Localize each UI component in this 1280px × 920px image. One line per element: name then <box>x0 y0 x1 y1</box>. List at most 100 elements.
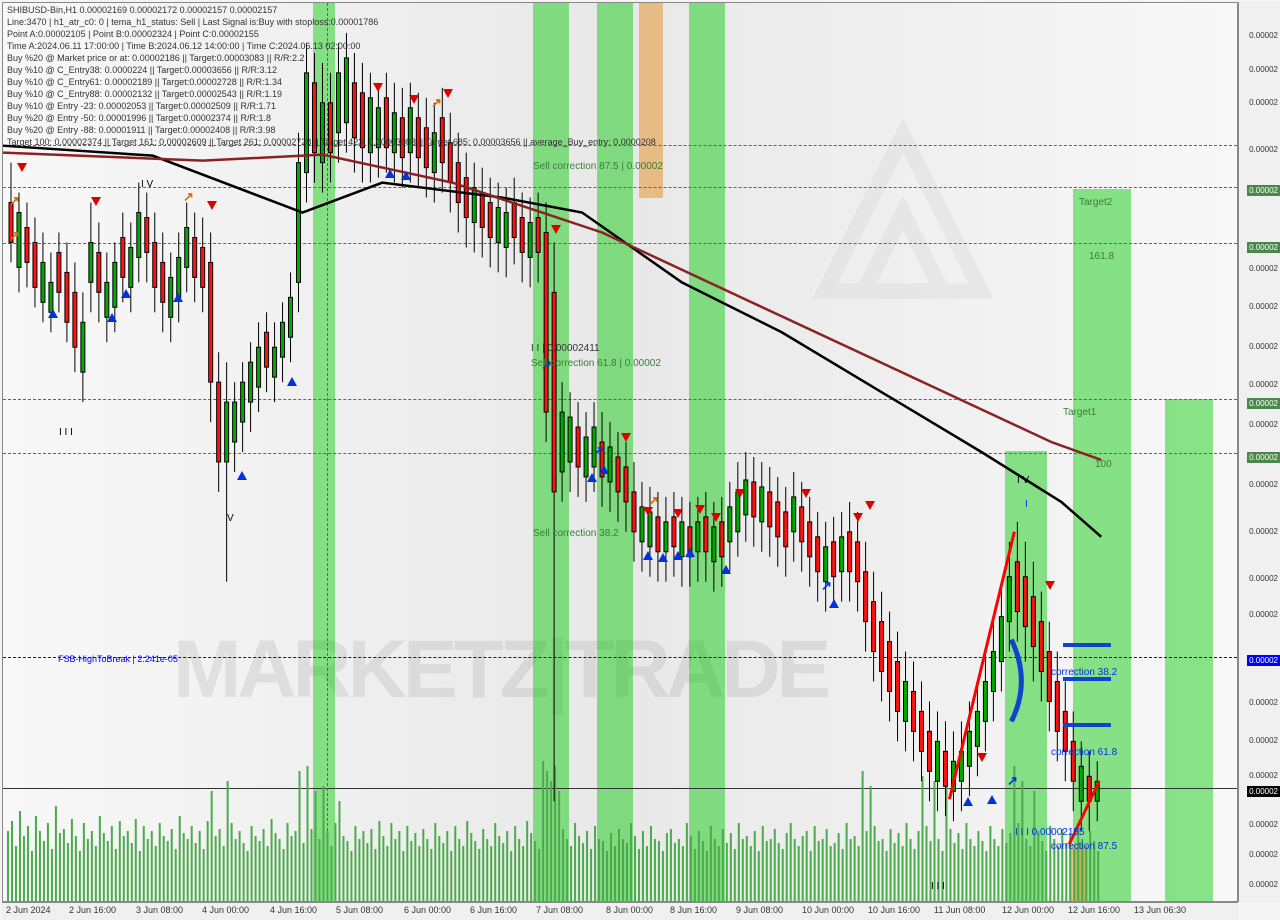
arrow-down-icon <box>443 89 453 98</box>
y-axis-label: 0.00002 <box>1249 698 1278 707</box>
arrow-down-icon <box>409 95 419 104</box>
chart-annotation: V <box>227 513 234 524</box>
x-axis-label: 11 Jun 08:00 <box>934 905 985 915</box>
arrow-up-icon <box>173 293 183 302</box>
x-axis-label: 2 Jun 16:00 <box>69 905 116 915</box>
arrow-down-icon <box>711 513 721 522</box>
chart-annotation: I I I 0.00002155 <box>1015 827 1085 838</box>
x-axis-label: 10 Jun 16:00 <box>868 905 920 915</box>
chart-annotation: Sell correction 61.8 | 0.00002 <box>531 358 661 369</box>
x-axis-label: 10 Jun 00:00 <box>802 905 854 915</box>
arrow-hollow-icon: ↗ <box>183 189 194 205</box>
arrow-down-icon <box>865 501 875 510</box>
info-line: Buy %10 @ C_Entry61: 0.00002189 || Targe… <box>7 77 282 87</box>
y-axis-label: 0.00002 <box>1247 452 1280 463</box>
arrow-down-icon <box>91 197 101 206</box>
chart-annotation: Sell correction 87.5 | 0.00002 <box>533 161 663 172</box>
arrow-hollow-icon: ↗ <box>648 493 659 509</box>
y-axis-label: 0.00002 <box>1249 480 1278 489</box>
arrow-up-icon <box>385 169 395 178</box>
chart-annotation: 161.8 <box>1089 251 1114 262</box>
arrow-hollow-icon: ↗ <box>821 578 832 594</box>
chart-annotation: I <box>1025 499 1028 510</box>
info-line: Time A:2024.06.11 17:00:00 | Time B:2024… <box>7 41 360 51</box>
x-axis: 2 Jun 2024 2 Jun 16:00 3 Jun 08:00 4 Jun 00… <box>2 902 1238 920</box>
info-line: Buy %20 @ Entry -88: 0.00001911 || Targe… <box>7 125 275 135</box>
arrow-up-icon <box>107 313 117 322</box>
arrow-down-icon <box>621 433 631 442</box>
info-line: SHIBUSD-Bin,H1 0.00002169 0.00002172 0.0… <box>7 5 277 15</box>
x-axis-label: 8 Jun 16:00 <box>670 905 717 915</box>
chart-annotation: I V <box>1017 475 1029 486</box>
x-axis-label: 4 Jun 00:00 <box>202 905 249 915</box>
chart-plot-area[interactable]: MARKETZ|TRADE FSB-HighToBreak | 2.241e-0… <box>2 2 1238 902</box>
arrow-down-icon <box>551 225 561 234</box>
y-axis-label: 0.00002 <box>1249 850 1278 859</box>
y-axis-label: 0.00002 <box>1247 242 1280 253</box>
x-axis-label: 13 Jun 06:30 <box>1134 905 1186 915</box>
arrow-down-icon <box>801 489 811 498</box>
arrow-up-icon <box>599 465 609 474</box>
arrow-up-icon <box>963 797 973 806</box>
arrow-down-icon <box>673 509 683 518</box>
chart-annotation: correction 61.8 <box>1051 747 1117 758</box>
arrow-down-icon <box>695 505 705 514</box>
arrow-hollow-icon: ↗ <box>1007 773 1018 789</box>
y-axis-label: 0.00002 <box>1249 880 1278 889</box>
info-line: Target 100: 0.00002374 || Target 161: 0.… <box>7 137 656 147</box>
arrow-down-icon <box>735 489 745 498</box>
y-axis-label: 0.00002 <box>1249 31 1278 40</box>
arrow-up-icon <box>987 795 997 804</box>
x-axis-label: 3 Jun 08:00 <box>136 905 183 915</box>
info-line: Buy %20 @ Market price or at: 0.00002186… <box>7 53 305 63</box>
y-axis-label: 0.00002 <box>1249 574 1278 583</box>
info-line: Buy %10 @ Entry -23: 0.00002053 || Targe… <box>7 101 276 111</box>
chart-annotation: I V <box>141 179 153 190</box>
blue-mark <box>1063 723 1111 727</box>
chart-annotation: correction 87.5 <box>1051 841 1117 852</box>
y-axis-label: 0.00002 <box>1249 736 1278 745</box>
x-axis-label: 8 Jun 00:00 <box>606 905 653 915</box>
arrow-up-icon <box>401 171 411 180</box>
y-axis-label: 0.00002 <box>1247 185 1280 196</box>
x-axis-label: 12 Jun 00:00 <box>1002 905 1054 915</box>
x-axis-label: 12 Jun 16:00 <box>1068 905 1120 915</box>
arrow-down-icon <box>17 163 27 172</box>
arrow-hollow-icon: ↗ <box>593 443 604 459</box>
arrow-up-icon <box>829 599 839 608</box>
arrow-up-icon <box>587 473 597 482</box>
y-axis: 0.00002 0.00002 0.00002 0.00002 0.00002 0.000… <box>1238 2 1280 902</box>
chart-annotation: I I | 0.00002411 <box>531 343 600 354</box>
info-line: Point A:0.00002105 | Point B:0.00002324 … <box>7 29 259 39</box>
chart-annotation: 100 <box>1095 459 1112 470</box>
arrow-up-icon <box>673 551 683 560</box>
x-axis-label: 2 Jun 2024 <box>6 905 51 915</box>
chart-annotation: Target1 <box>1063 407 1096 418</box>
x-axis-label: 5 Jun 08:00 <box>336 905 383 915</box>
y-axis-label: 0.00002 <box>1247 655 1280 666</box>
y-axis-label: 0.00002 <box>1249 771 1278 780</box>
arrow-up-icon <box>287 377 297 386</box>
chart-annotation: I I I <box>59 427 73 438</box>
arrow-up-icon <box>237 471 247 480</box>
arrow-up-icon <box>721 565 731 574</box>
chart-annotation: Sell correction 38.2 <box>533 528 619 539</box>
y-axis-label: 0.00002 <box>1249 380 1278 389</box>
arrow-down-icon <box>207 201 217 210</box>
y-axis-label: 0.00002 <box>1249 264 1278 273</box>
y-axis-label: 0.00002 <box>1249 610 1278 619</box>
info-line: Buy %10 @ C_Entry38: 0.0000224 || Target… <box>7 65 277 75</box>
arrow-up-icon <box>685 548 695 557</box>
arrow-hollow-icon: ↗ <box>431 95 442 111</box>
x-axis-label: 4 Jun 16:00 <box>270 905 317 915</box>
x-axis-label: 6 Jun 16:00 <box>470 905 517 915</box>
chart-annotation: Target2 <box>1079 197 1112 208</box>
arrow-down-icon <box>373 83 383 92</box>
arrow-down-icon <box>853 513 863 522</box>
y-axis-label: 0.00002 <box>1249 65 1278 74</box>
info-line: Buy %20 @ Entry -50: 0.00001996 || Targe… <box>7 113 271 123</box>
y-axis-label: 0.00002 <box>1249 820 1278 829</box>
x-axis-label: 7 Jun 08:00 <box>536 905 583 915</box>
arrow-hollow-icon: ↗ <box>9 228 20 244</box>
arrow-up-icon <box>658 553 668 562</box>
